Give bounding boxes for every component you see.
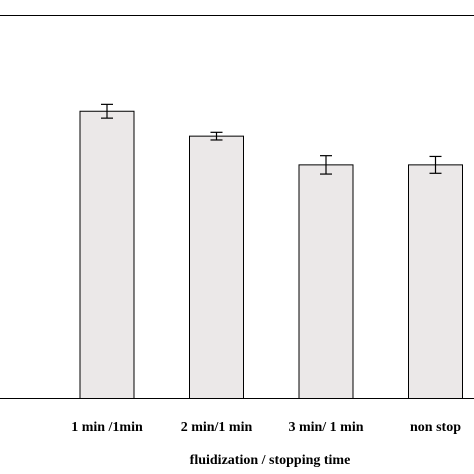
x-tick-labels-group: 1 min /1min 2 min/1 min 3 min/ 1 min non st…: [71, 420, 461, 435]
bar: [79, 110, 135, 399]
x-tick-label: 2 min/1 min: [181, 420, 253, 435]
x-tick-label: 3 min/ 1 min: [288, 420, 363, 435]
bars-group: [79, 110, 463, 400]
error-bar: [101, 103, 113, 119]
bar: [298, 164, 354, 399]
error-bar: [320, 155, 332, 175]
error-bar: [429, 155, 442, 174]
error-bar: [210, 131, 223, 141]
bar: [189, 135, 244, 400]
bar: [408, 164, 463, 399]
x-tick-label: 1 min /1min: [71, 420, 143, 435]
error-bars-group: [101, 103, 442, 175]
x-tick-label: non stop: [410, 420, 461, 435]
x-axis-label: fluidization / stopping time: [190, 453, 351, 468]
